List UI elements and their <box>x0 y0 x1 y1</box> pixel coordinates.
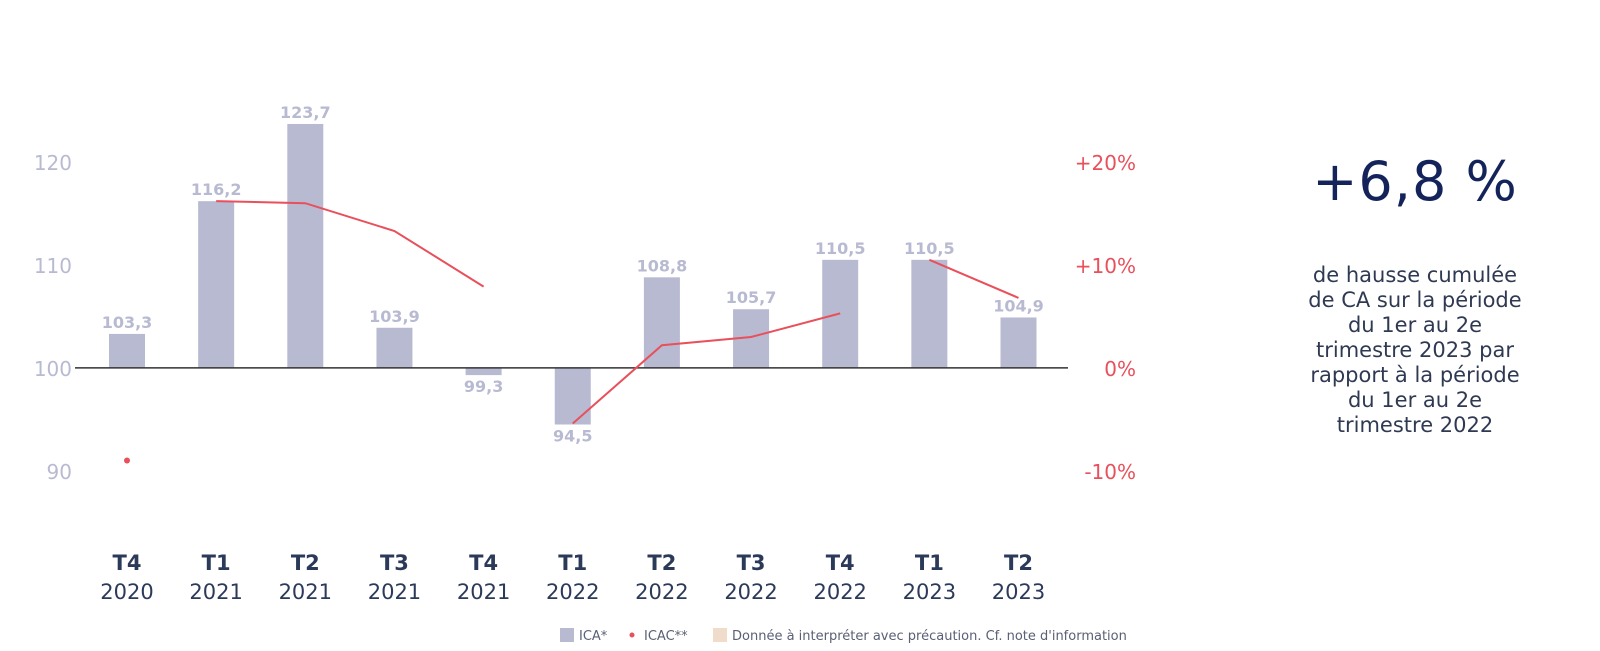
bar-value-label: 123,7 <box>280 103 331 122</box>
bar <box>376 327 413 368</box>
line-segment <box>928 258 1019 299</box>
legend-label: ICA* <box>579 629 608 644</box>
bar-value-label: 116,2 <box>191 180 242 199</box>
x-tick-quarter: T3 <box>380 551 409 575</box>
right-axis-tick-label: +10% <box>1075 254 1136 278</box>
right-axis-tick-label: 0% <box>1104 357 1136 381</box>
x-tick-year: 2022 <box>813 580 866 604</box>
bar <box>109 333 145 368</box>
legend-marker <box>629 632 635 638</box>
left-axis-tick-label: 110 <box>34 254 72 278</box>
x-tick-year: 2021 <box>368 580 421 604</box>
line-point <box>124 457 130 464</box>
legend-label: ICAC** <box>644 629 688 644</box>
x-tick-quarter: T1 <box>915 551 944 575</box>
x-tick-year: 2022 <box>546 580 599 604</box>
bar <box>643 277 680 368</box>
line-segment <box>216 200 485 288</box>
kpi-value: +6,8 % <box>1312 150 1518 213</box>
x-tick-quarter: T3 <box>737 551 766 575</box>
kpi-description: de hausse cumulée de CA sur la période d… <box>1308 263 1522 437</box>
left-axis-tick-label: 120 <box>34 151 72 175</box>
chart: 90 100 110 120 -10% 0% +10% +20% 103,3 116,2 123,7… <box>34 103 1136 644</box>
x-tick-year: 2022 <box>635 580 688 604</box>
x-tick-quarter: T4 <box>469 551 498 575</box>
x-tick-quarter: T1 <box>202 551 231 575</box>
bar <box>1000 317 1037 368</box>
x-tick-quarter: T2 <box>647 551 676 575</box>
x-tick-quarter: T1 <box>558 551 587 575</box>
x-tick-quarter: T2 <box>291 551 320 575</box>
bar-value-label: 103,3 <box>102 313 153 332</box>
bar-value-label: 108,8 <box>637 256 688 275</box>
x-tick-year: 2022 <box>724 580 777 604</box>
left-axis-tick-label: 100 <box>34 357 72 381</box>
right-axis-tick-label: -10% <box>1084 460 1136 484</box>
x-tick-year: 2021 <box>279 580 332 604</box>
x-tick-quarter: T4 <box>826 551 855 575</box>
x-tick-year: 2023 <box>903 580 956 604</box>
x-tick-quarter: T2 <box>1004 551 1033 575</box>
bar-value-label: 110,5 <box>904 239 955 258</box>
bar <box>287 123 324 368</box>
kpi-panel: +6,8 % de hausse cumulée de CA sur la pé… <box>1250 150 1580 438</box>
left-axis-tick-label: 90 <box>47 460 72 484</box>
legend-marker <box>560 628 574 642</box>
x-tick-year: 2020 <box>100 580 153 604</box>
x-tick-year: 2021 <box>457 580 510 604</box>
right-axis-tick-label: +20% <box>1075 151 1136 175</box>
line-segment <box>572 312 841 425</box>
bar <box>198 201 235 368</box>
bar <box>911 259 948 368</box>
legend-marker <box>713 628 727 642</box>
bar-value-label: 104,9 <box>993 296 1044 315</box>
bar <box>554 367 591 425</box>
bar-value-label: 110,5 <box>815 239 866 258</box>
bar-value-label: 94,5 <box>553 427 592 446</box>
bar-value-label: 105,7 <box>726 288 777 307</box>
x-tick-year: 2021 <box>189 580 242 604</box>
bar <box>465 367 502 376</box>
legend-label: Donnée à interpréter avec précaution. Cf… <box>732 629 1127 644</box>
bar-value-label: 103,9 <box>369 307 420 326</box>
bar-value-label: 99,3 <box>464 377 503 396</box>
x-tick-year: 2023 <box>992 580 1045 604</box>
x-tick-quarter: T4 <box>113 551 142 575</box>
